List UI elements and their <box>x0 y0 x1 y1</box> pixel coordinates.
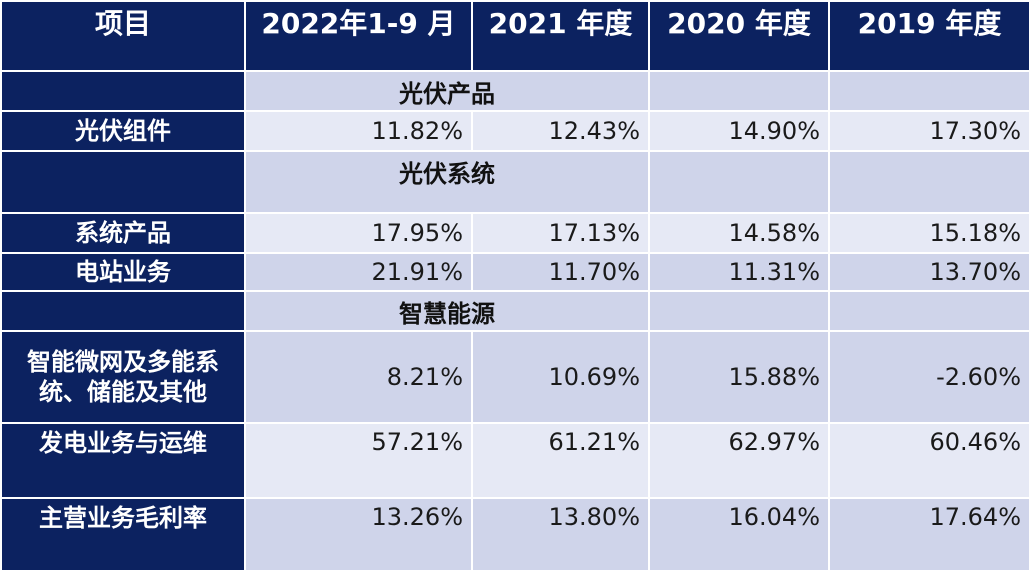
table-row-system-products: 系统产品 17.95% 17.13% 14.58% 15.18% <box>0 212 1029 254</box>
cell-2021: 61.21% <box>471 422 650 499</box>
cell-2022: 13.26% <box>244 497 473 572</box>
cell-2020: 62.97% <box>648 422 830 499</box>
cell-2022: 8.21% <box>244 330 473 424</box>
cell-2022: 57.21% <box>244 422 473 499</box>
table-row-pv-modules: 光伏组件 11.82% 12.43% 14.90% 17.30% <box>0 110 1029 152</box>
row-label: 光伏组件 <box>0 110 246 152</box>
cell-2019: 60.46% <box>828 422 1029 499</box>
table-row-microgrid: 智能微网及多能系 统、储能及其他 8.21% 10.69% 15.88% -2.… <box>0 330 1029 424</box>
cell-2021: 10.69% <box>471 330 650 424</box>
table-row-power-station: 电站业务 21.91% 11.70% 11.31% 13.70% <box>0 252 1029 292</box>
section-fill <box>828 150 1029 214</box>
cell-2022: 11.82% <box>244 110 473 152</box>
section-fill <box>648 290 830 332</box>
section-fill <box>648 150 830 214</box>
section-label-blank <box>0 290 246 332</box>
cell-2019: -2.60% <box>828 330 1029 424</box>
header-2022-q1-q3: 2022年1-9 月 <box>244 0 473 72</box>
row-label: 智能微网及多能系 统、储能及其他 <box>0 330 246 424</box>
section-row-pv-products: 光伏产品 <box>0 70 1029 112</box>
cell-2022: 21.91% <box>244 252 473 292</box>
section-fill <box>648 70 830 112</box>
cell-2022: 17.95% <box>244 212 473 254</box>
section-row-smart-energy: 智慧能源 <box>0 290 1029 332</box>
row-label: 电站业务 <box>0 252 246 292</box>
header-2019: 2019 年度 <box>828 0 1029 72</box>
cell-2019: 17.30% <box>828 110 1029 152</box>
section-label-blank <box>0 150 246 214</box>
header-2021: 2021 年度 <box>471 0 650 72</box>
cell-2019: 17.64% <box>828 497 1029 572</box>
row-label: 发电业务与运维 <box>0 422 246 499</box>
cell-2021: 17.13% <box>471 212 650 254</box>
section-label-blank <box>0 70 246 112</box>
cell-2021: 12.43% <box>471 110 650 152</box>
cell-2020: 14.90% <box>648 110 830 152</box>
row-label: 系统产品 <box>0 212 246 254</box>
cell-2019: 13.70% <box>828 252 1029 292</box>
header-item: 项目 <box>0 0 246 72</box>
cell-2020: 15.88% <box>648 330 830 424</box>
section-title-pv-systems: 光伏系统 <box>244 150 650 214</box>
cell-2019: 15.18% <box>828 212 1029 254</box>
cell-2021: 11.70% <box>471 252 650 292</box>
section-title-smart-energy: 智慧能源 <box>244 290 650 332</box>
table-row-main-margin: 主营业务毛利率 13.26% 13.80% 16.04% 17.64% <box>0 497 1029 572</box>
header-row: 项目 2022年1-9 月 2021 年度 2020 年度 2019 年度 <box>0 0 1029 72</box>
section-row-pv-systems: 光伏系统 <box>0 150 1029 214</box>
cell-2020: 16.04% <box>648 497 830 572</box>
section-fill <box>828 70 1029 112</box>
row-label-line: 智能微网及多能系 <box>27 348 219 376</box>
cell-2020: 11.31% <box>648 252 830 292</box>
cell-2020: 14.58% <box>648 212 830 254</box>
cell-2021: 13.80% <box>471 497 650 572</box>
header-2020: 2020 年度 <box>648 0 830 72</box>
row-label: 主营业务毛利率 <box>0 497 246 572</box>
section-title-pv-products: 光伏产品 <box>244 70 650 112</box>
section-fill <box>828 290 1029 332</box>
table-row-generation-om: 发电业务与运维 57.21% 61.21% 62.97% 60.46% <box>0 422 1029 499</box>
row-label-line: 统、储能及其他 <box>39 378 207 406</box>
